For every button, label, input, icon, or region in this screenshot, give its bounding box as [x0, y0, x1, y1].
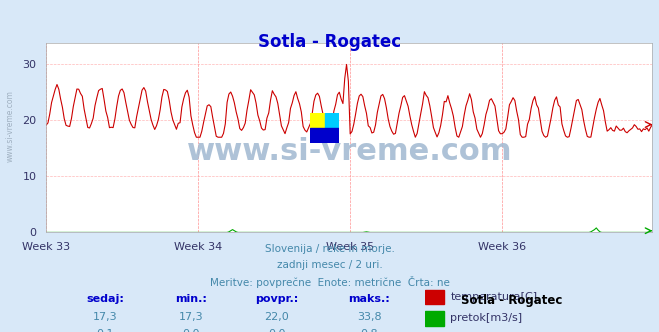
- Text: 0,1: 0,1: [97, 329, 114, 332]
- Text: www.si-vreme.com: www.si-vreme.com: [5, 90, 14, 162]
- Text: pretok[m3/s]: pretok[m3/s]: [451, 313, 523, 323]
- Text: 0,8: 0,8: [360, 329, 378, 332]
- Bar: [425, 290, 444, 304]
- Text: sedaj:: sedaj:: [86, 294, 125, 304]
- Text: Sotla - Rogatec: Sotla - Rogatec: [461, 294, 563, 307]
- Text: min.:: min.:: [175, 294, 207, 304]
- Text: 22,0: 22,0: [264, 312, 289, 322]
- Bar: [325, 113, 339, 128]
- Bar: [310, 113, 325, 128]
- Text: 0,0: 0,0: [268, 329, 285, 332]
- Text: 17,3: 17,3: [93, 312, 118, 322]
- Text: zadnji mesec / 2 uri.: zadnji mesec / 2 uri.: [277, 260, 382, 270]
- Text: 33,8: 33,8: [357, 312, 382, 322]
- Text: Slovenija / reke in morje.: Slovenija / reke in morje.: [264, 244, 395, 254]
- Bar: [425, 311, 444, 326]
- Text: www.si-vreme.com: www.si-vreme.com: [186, 136, 512, 166]
- Text: 0,0: 0,0: [183, 329, 200, 332]
- Text: Meritve: povprečne  Enote: metrične  Črta: ne: Meritve: povprečne Enote: metrične Črta:…: [210, 276, 449, 288]
- Text: temperatura[C]: temperatura[C]: [451, 292, 538, 302]
- Text: Sotla - Rogatec: Sotla - Rogatec: [258, 33, 401, 51]
- Bar: [310, 128, 339, 143]
- Text: maks.:: maks.:: [348, 294, 390, 304]
- Text: povpr.:: povpr.:: [255, 294, 299, 304]
- Text: 17,3: 17,3: [179, 312, 204, 322]
